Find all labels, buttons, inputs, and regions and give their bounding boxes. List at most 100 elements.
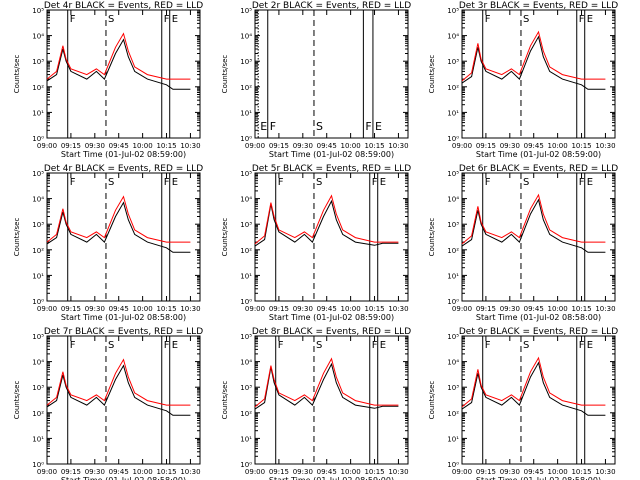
marker-label-F: F — [164, 177, 170, 188]
x-tick-label: 09:45 — [317, 468, 337, 476]
marker-label-F: F — [579, 14, 585, 25]
y-tick-label: 10³ — [240, 221, 252, 229]
x-tick-label: 09:45 — [524, 142, 544, 150]
marker-label-E: E — [587, 14, 593, 25]
y-tick-label: 10⁰ — [32, 461, 44, 469]
y-tick-label: 10⁴ — [240, 33, 252, 41]
x-axis-label: Start Time (01-Jul-02 08:58:00) — [61, 476, 186, 480]
y-tick-label: 10⁵ — [240, 333, 252, 341]
x-tick-label: 09:30 — [293, 142, 313, 150]
series-line-events — [461, 35, 606, 90]
y-tick-label: 10¹ — [447, 109, 459, 117]
marker-label-F: F — [278, 340, 284, 351]
plot-frame — [461, 172, 616, 302]
x-tick-label: 09:15 — [476, 305, 496, 313]
plot-frame — [46, 172, 201, 302]
x-axis-label: Start Time (01-Jul-02 08:59:00) — [61, 150, 186, 159]
y-tick-label: 10⁴ — [32, 196, 44, 204]
x-tick-label: 10:30 — [595, 305, 615, 313]
y-tick-label: 10⁵ — [32, 170, 44, 178]
marker-label-E: E — [375, 120, 382, 133]
y-axis-label: Counts/sec — [13, 55, 21, 94]
y-tick-label: 10¹ — [240, 109, 252, 117]
y-tick-label: 10¹ — [447, 272, 459, 280]
series-line-lld — [461, 30, 606, 82]
y-axis-label: Counts/sec — [221, 55, 229, 94]
marker-label-S: S — [523, 177, 529, 188]
plot-frame — [254, 172, 409, 302]
y-tick-label: 10³ — [447, 384, 459, 392]
y-tick-label: 10⁴ — [447, 359, 459, 367]
series-line-events — [461, 198, 606, 253]
panel-4: Det 4r BLACK = Events, RED = LLD 10⁰ 10¹ 10… — [13, 164, 203, 322]
series-line-lld — [254, 357, 399, 408]
marker-label-E: E — [172, 177, 178, 188]
marker-label-F: F — [485, 14, 491, 25]
y-tick-label: 10⁴ — [240, 359, 252, 367]
marker-label-F: F — [270, 120, 276, 133]
y-tick-label: 10² — [240, 84, 252, 92]
x-tick-label: 09:45 — [524, 468, 544, 476]
x-tick-label: 09:00 — [37, 468, 57, 476]
marker-label-E: E — [587, 177, 593, 188]
marker-label-F: F — [485, 340, 491, 351]
series-line-lld — [461, 193, 606, 245]
x-tick-label: 09:30 — [500, 305, 520, 313]
x-tick-label: 10:00 — [548, 305, 568, 313]
x-axis-label: Start Time (01-Jul-02 08:59:00) — [476, 150, 601, 159]
marker-label-F: F — [278, 177, 284, 188]
x-tick-label: 09:30 — [85, 305, 105, 313]
marker-label-S: S — [523, 14, 529, 25]
marker-label-F: F — [164, 14, 170, 25]
x-tick-label: 09:00 — [37, 142, 57, 150]
marker-label-F: F — [70, 340, 76, 351]
marker-label-F: F — [485, 177, 491, 188]
y-tick-label: 10³ — [240, 384, 252, 392]
marker-label-E: E — [380, 177, 386, 188]
y-tick-label: 10¹ — [32, 435, 44, 443]
x-tick-label: 10:00 — [341, 468, 361, 476]
plot-frame — [254, 335, 409, 465]
panel-1: Det 4r BLACK = Events, RED = LLD 10⁰ 10¹ 10… — [13, 1, 203, 159]
marker-label-F: F — [579, 177, 585, 188]
y-tick-label: 10¹ — [32, 272, 44, 280]
marker-label-F: F — [365, 120, 371, 133]
x-tick-label: 10:15 — [571, 142, 591, 150]
panel-title: Det 8r BLACK = Events, RED = LLD — [252, 327, 411, 337]
y-tick-label: 10¹ — [447, 435, 459, 443]
series-line-events — [46, 364, 191, 416]
y-tick-label: 10⁰ — [240, 135, 252, 143]
plot-frame — [46, 9, 201, 139]
series-line-lld — [461, 356, 606, 408]
x-tick-label: 09:30 — [293, 305, 313, 313]
x-tick-label: 10:30 — [180, 305, 200, 313]
series-line-lld — [254, 194, 399, 245]
marker-label-F: F — [579, 340, 585, 351]
x-tick-label: 09:30 — [85, 468, 105, 476]
x-tick-label: 10:00 — [341, 305, 361, 313]
y-tick-label: 10² — [447, 410, 459, 418]
plot-frame — [46, 335, 201, 465]
x-tick-label: 09:45 — [109, 468, 129, 476]
y-tick-label: 10⁴ — [240, 196, 252, 204]
y-tick-label: 10⁰ — [32, 298, 44, 306]
x-tick-label: 10:30 — [388, 142, 408, 150]
x-tick-label: 10:15 — [571, 305, 591, 313]
x-tick-label: 10:00 — [548, 468, 568, 476]
x-tick-label: 10:15 — [364, 468, 384, 476]
x-tick-label: 10:15 — [156, 468, 176, 476]
x-axis-label: Start Time (01-Jul-02 08:59:00) — [269, 150, 394, 159]
series-line-lld — [46, 195, 191, 243]
y-tick-label: 10² — [32, 84, 44, 92]
x-tick-label: 09:45 — [109, 305, 129, 313]
y-tick-label: 10⁰ — [447, 135, 459, 143]
y-tick-label: 10² — [447, 247, 459, 255]
x-tick-label: 10:15 — [364, 142, 384, 150]
marker-label-E: E — [380, 340, 386, 351]
x-tick-label: 10:15 — [571, 468, 591, 476]
y-axis-label: Counts/sec — [221, 381, 229, 420]
plot-frame — [461, 9, 616, 139]
marker-label-F: F — [372, 340, 378, 351]
marker-label-S: S — [523, 340, 529, 351]
y-tick-label: 10⁰ — [447, 461, 459, 469]
